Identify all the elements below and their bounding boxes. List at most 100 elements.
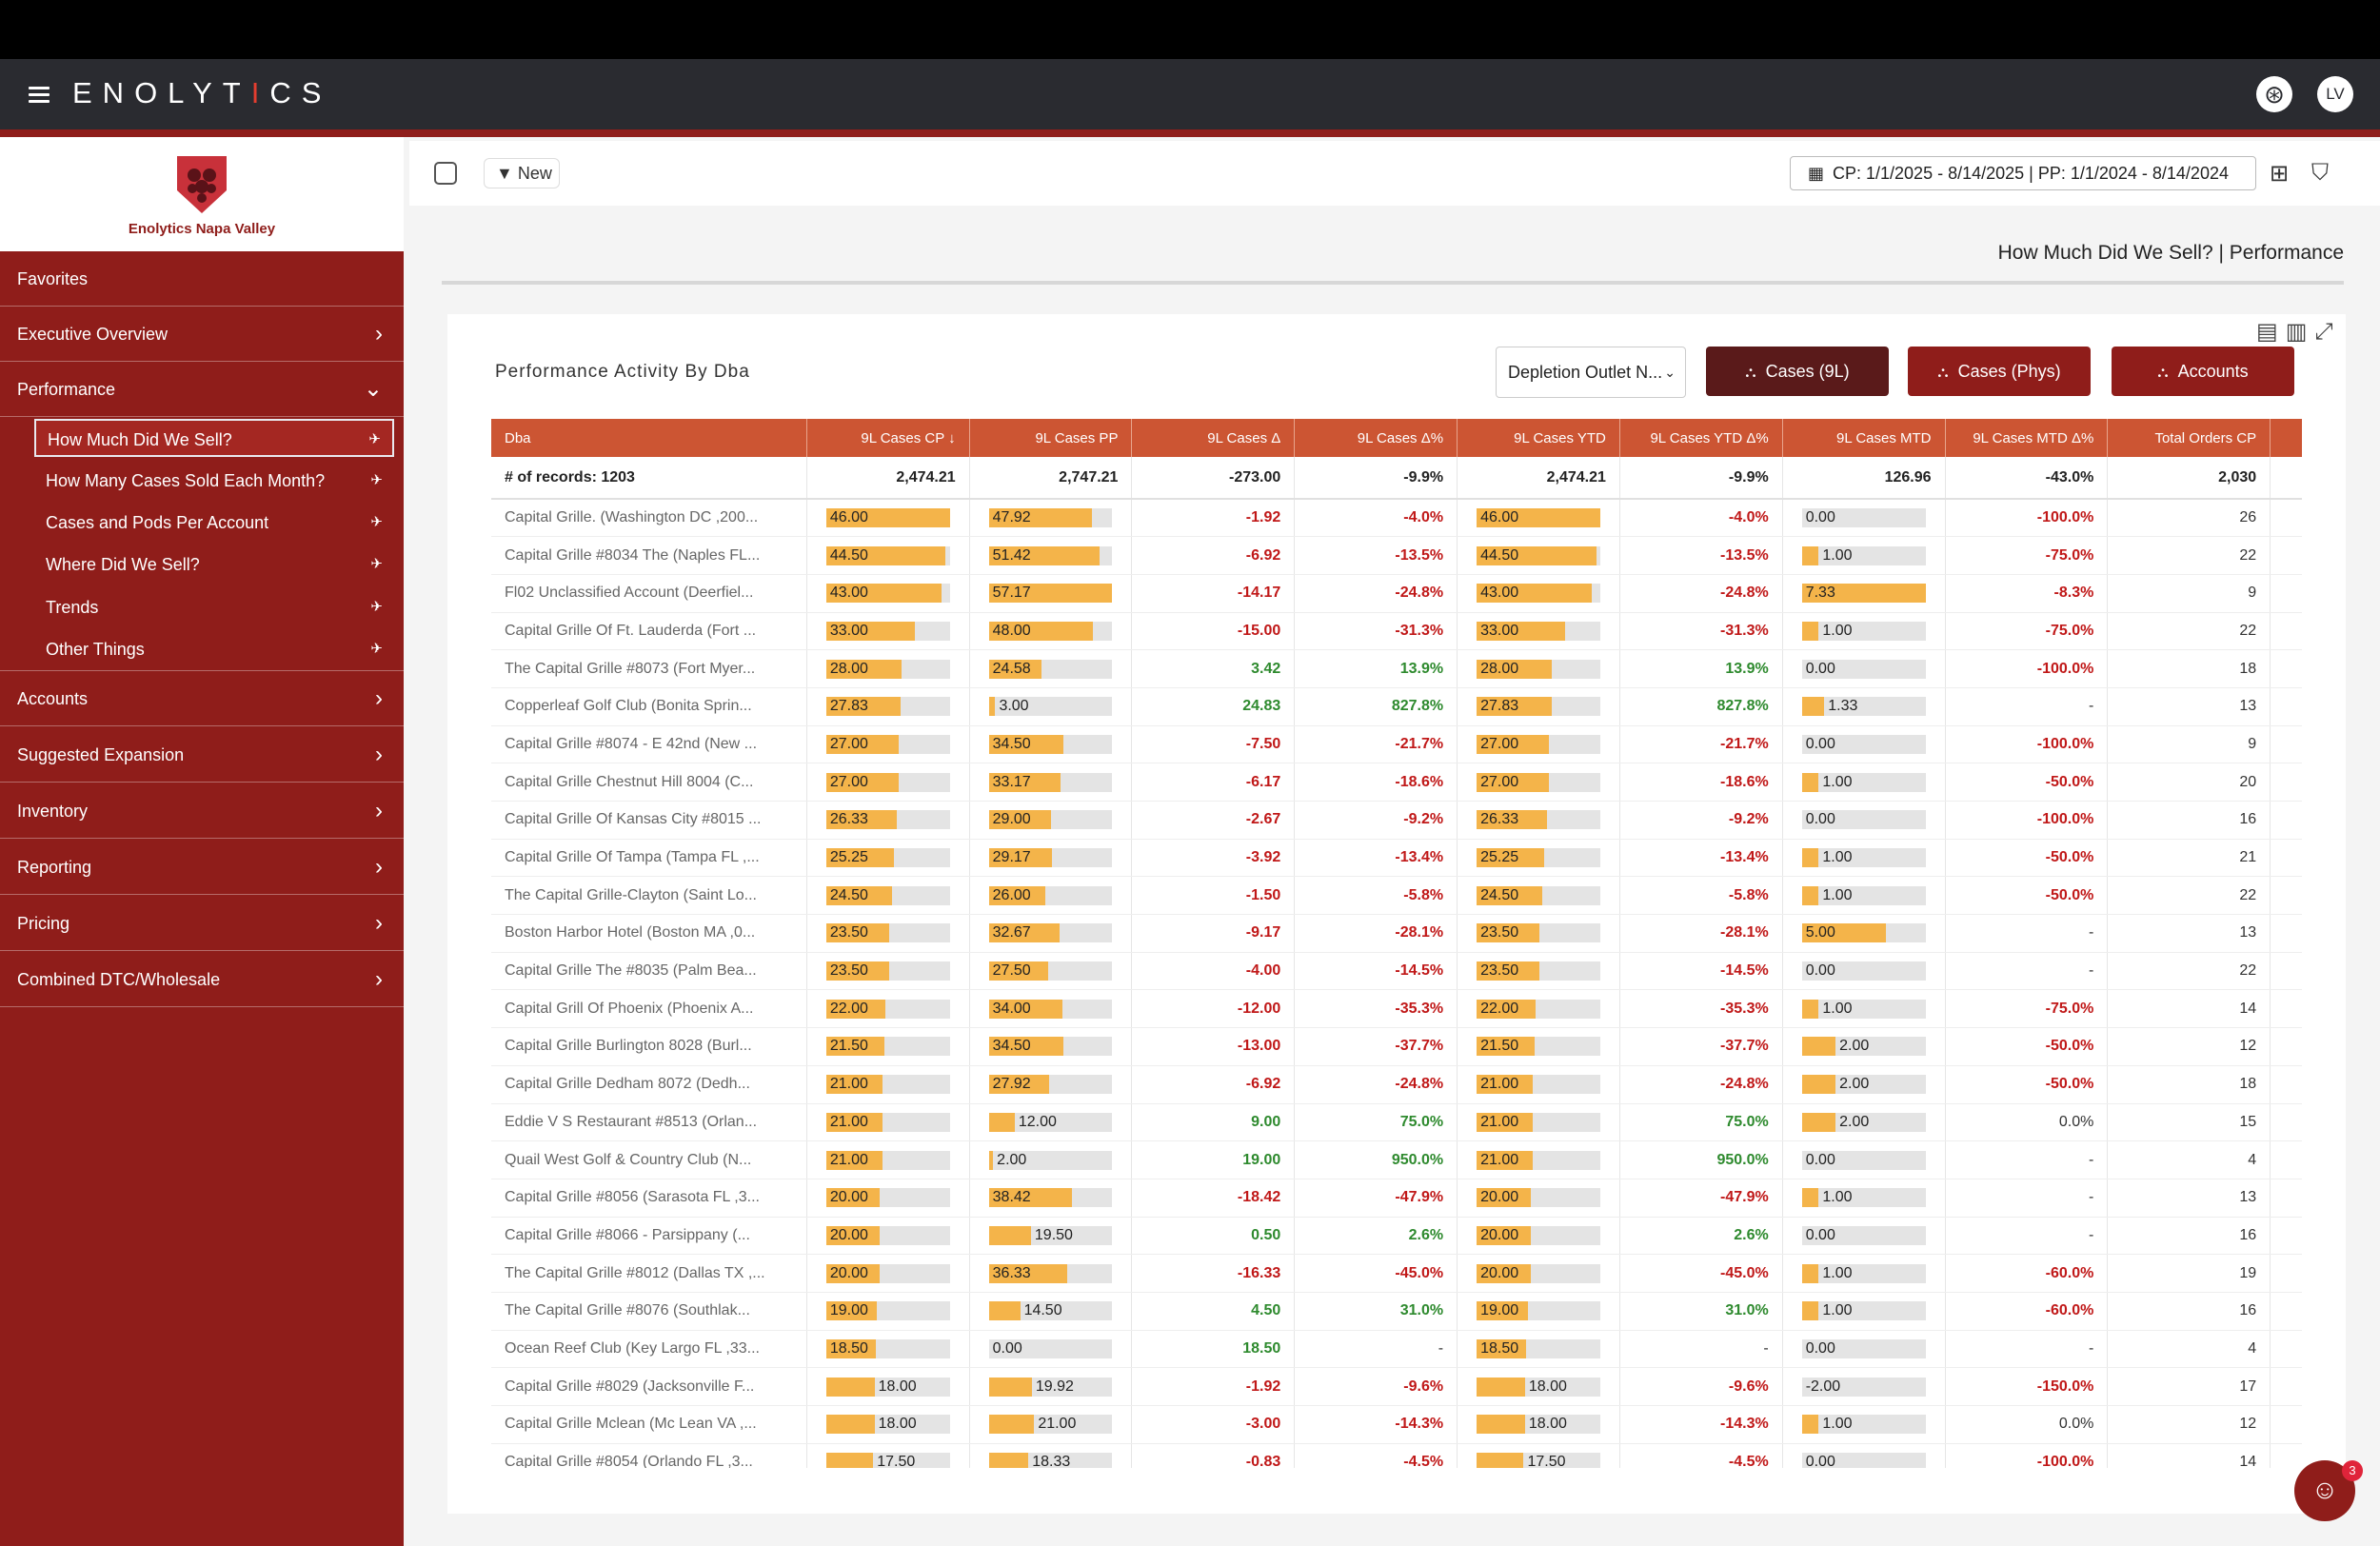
pin-icon[interactable]: ✈ xyxy=(370,556,383,572)
nav-where-did-we-sell[interactable]: Where Did We Sell? ✈ xyxy=(34,545,394,584)
column-header[interactable]: 9L Cases Δ xyxy=(1131,419,1296,457)
table-row[interactable]: The Capital Grille #8012 (Dallas TX ,...… xyxy=(491,1254,2302,1293)
column-header[interactable]: 9L Cases MTD xyxy=(1782,419,1946,457)
accounts-button[interactable]: ⛬ Accounts xyxy=(2112,347,2294,396)
value-cell: -21.7% xyxy=(1619,725,1783,764)
value-bar-fill xyxy=(825,961,890,981)
export-pdf-icon[interactable]: ▥ xyxy=(2285,319,2315,345)
aperture-icon[interactable]: ⊛ xyxy=(2256,76,2292,112)
value-bar-label: 0.00 xyxy=(1805,811,1835,828)
group-by-select[interactable]: Depletion Outlet N... ⌄ xyxy=(1496,347,1686,398)
pin-icon[interactable]: ✈ xyxy=(370,472,383,488)
view-toggle-icon[interactable] xyxy=(434,162,457,185)
table-row[interactable]: Quail West Golf & Country Club (N... 21.0… xyxy=(491,1140,2302,1179)
table-row[interactable]: Fl02 Unclassified Account (Deerfiel... 43… xyxy=(491,574,2302,613)
table-row[interactable]: Capital Grille #8056 (Sarasota FL ,3... 2… xyxy=(491,1179,2302,1218)
nav-cases-and-pods[interactable]: Cases and Pods Per Account ✈ xyxy=(34,504,394,542)
column-header[interactable]: 9L Cases PP xyxy=(969,419,1133,457)
pin-icon[interactable]: ✈ xyxy=(370,641,383,657)
column-header[interactable]: 9L Cases CP ↓ xyxy=(806,419,970,457)
value-cell: -9.6% xyxy=(1294,1367,1458,1406)
total-cell: # of records: 1203 xyxy=(491,457,807,500)
table-row[interactable]: Ocean Reef Club (Key Largo FL ,33... 18.5… xyxy=(491,1330,2302,1369)
table-row[interactable]: Capital Grille #8029 (Jacksonville F... 1… xyxy=(491,1367,2302,1406)
nav-how-much-did-we-sell[interactable]: How Much Did We Sell? ✈ xyxy=(34,419,394,457)
user-avatar[interactable]: LV xyxy=(2317,76,2353,112)
table-row[interactable]: Capital Grille #8034 The (Naples FL... 44… xyxy=(491,536,2302,575)
nav-other-things[interactable]: Other Things ✈ xyxy=(34,630,394,668)
table-row[interactable]: The Capital Grille-Clayton (Saint Lo... 2… xyxy=(491,876,2302,916)
table-row[interactable]: Capital Grill Of Phoenix (Phoenix A... 22… xyxy=(491,989,2302,1029)
table-row[interactable]: Capital Grille Of Ft. Lauderda (Fort ...… xyxy=(491,612,2302,651)
pin-icon[interactable]: ✈ xyxy=(368,431,381,447)
table-row[interactable]: Capital Grille Of Kansas City #8015 ... 2… xyxy=(491,801,2302,840)
column-header[interactable]: Total Or xyxy=(2270,419,2302,457)
value-cell xyxy=(2270,612,2302,651)
value-cell: -15.00 xyxy=(1131,612,1296,651)
bar-cell: 1.00 xyxy=(1782,1179,1946,1218)
table-row[interactable]: The Capital Grille #8073 (Fort Myer... 28… xyxy=(491,649,2302,688)
table-row[interactable]: Boston Harbor Hotel (Boston MA ,0... 23.5… xyxy=(491,914,2302,953)
nav-executive-overview[interactable]: Executive Overview › xyxy=(0,307,404,362)
table-row[interactable]: Capital Grille Chestnut Hill 8004 (C... 2… xyxy=(491,763,2302,802)
column-header[interactable]: 9L Cases YTD xyxy=(1457,419,1620,457)
bookmark-icon[interactable]: ⛉ xyxy=(2311,160,2329,186)
value-cell xyxy=(2270,1179,2302,1218)
nav-favorites[interactable]: Favorites xyxy=(0,251,404,307)
column-header[interactable]: Total Orders CP xyxy=(2107,419,2271,457)
arrow-down-icon[interactable]: ↓ xyxy=(943,429,956,446)
add-bookmark-icon[interactable]: ⊞ xyxy=(2270,161,2290,187)
table-row[interactable]: Capital Grille #8054 (Orlando FL ,3... 17… xyxy=(491,1443,2302,1468)
table-row[interactable]: Eddie V S Restaurant #8513 (Orlan... 21.0… xyxy=(491,1103,2302,1142)
bar-cell: -2.00 xyxy=(1782,1367,1946,1406)
value-cell: -18.6% xyxy=(1619,763,1783,802)
table-row[interactable]: Capital Grille The #8035 (Palm Bea... 23.… xyxy=(491,952,2302,991)
value-bar-label: 0.00 xyxy=(1805,1454,1835,1468)
table-row[interactable]: Capital Grille #8066 - Parsippany (... 20… xyxy=(491,1217,2302,1256)
nav-combined-dtc-wholesale[interactable]: Combined DTC/Wholesale › xyxy=(0,952,404,1007)
pin-icon[interactable]: ✈ xyxy=(370,514,383,530)
table-row[interactable]: Capital Grille Burlington 8028 (Burl... 2… xyxy=(491,1027,2302,1066)
nav-accounts[interactable]: Accounts › xyxy=(0,671,404,726)
table-row[interactable]: Capital Grille Dedham 8072 (Dedh... 21.00… xyxy=(491,1065,2302,1104)
expand-icon[interactable]: ⤢ xyxy=(2314,319,2341,345)
table-row[interactable]: Capital Grille Of Tampa (Tampa FL ,... 25… xyxy=(491,839,2302,878)
value-bar: 27.92 xyxy=(988,1075,1113,1095)
hamburger-menu-icon[interactable] xyxy=(29,87,50,104)
nav-how-many-cases-sold[interactable]: How Many Cases Sold Each Month? ✈ xyxy=(34,462,394,500)
column-header[interactable]: Dba xyxy=(491,419,807,457)
table-row[interactable]: The Capital Grille #8076 (Southlak... 19.… xyxy=(491,1292,2302,1331)
nav-pricing[interactable]: Pricing › xyxy=(0,896,404,951)
nav-suggested-expansion[interactable]: Suggested Expansion › xyxy=(0,727,404,783)
nav-performance[interactable]: Performance ⌄ xyxy=(0,362,404,417)
column-header[interactable]: 9L Cases Δ% xyxy=(1294,419,1458,457)
nav-reporting[interactable]: Reporting › xyxy=(0,840,404,895)
table-row[interactable]: Capital Grille #8074 - E 42nd (New ... 27… xyxy=(491,725,2302,764)
value-bar-label: 1.00 xyxy=(1822,546,1853,564)
value-bar-label: 34.00 xyxy=(992,1000,1031,1017)
column-header[interactable]: 9L Cases YTD Δ% xyxy=(1619,419,1783,457)
value-bar-label: 1.00 xyxy=(1822,1302,1853,1319)
dba-cell: Capital Grille Chestnut Hill 8004 (C... xyxy=(491,763,807,802)
table-row[interactable]: Copperleaf Golf Club (Bonita Sprin... 27.… xyxy=(491,687,2302,726)
value-cell xyxy=(2270,1367,2302,1406)
nav-inventory[interactable]: Inventory › xyxy=(0,783,404,839)
new-filter-button[interactable]: ▼ New xyxy=(484,158,560,188)
value-bar-fill xyxy=(988,772,1061,792)
bar-cell: 27.00 xyxy=(806,763,970,802)
cases-phys-button[interactable]: ⛬ Cases (Phys) xyxy=(1908,347,2091,396)
export-excel-icon[interactable]: ▤ xyxy=(2256,319,2286,345)
column-header[interactable]: 9L Cases MTD Δ% xyxy=(1945,419,2109,457)
value-cell: -0.83 xyxy=(1131,1443,1296,1468)
date-range-picker[interactable]: ▦ CP: 1/1/2025 - 8/14/2025 | PP: 1/1/2024… xyxy=(1790,156,2256,190)
sub-label: Where Did We Sell? xyxy=(46,555,200,574)
nav-trends[interactable]: Trends ✈ xyxy=(34,588,394,626)
cases-9l-button[interactable]: ⛬ Cases (9L) xyxy=(1706,347,1889,396)
bar-cell: 26.33 xyxy=(806,801,970,840)
pin-icon[interactable]: ✈ xyxy=(370,599,383,615)
value-bar: 24.58 xyxy=(988,659,1113,679)
table-row[interactable]: Capital Grille. (Washington DC ,200... 46… xyxy=(491,499,2302,538)
value-cell xyxy=(2270,914,2302,953)
value-cell xyxy=(2270,1330,2302,1369)
table-row[interactable]: Capital Grille Mclean (Mc Lean VA ,... 18… xyxy=(491,1405,2302,1444)
